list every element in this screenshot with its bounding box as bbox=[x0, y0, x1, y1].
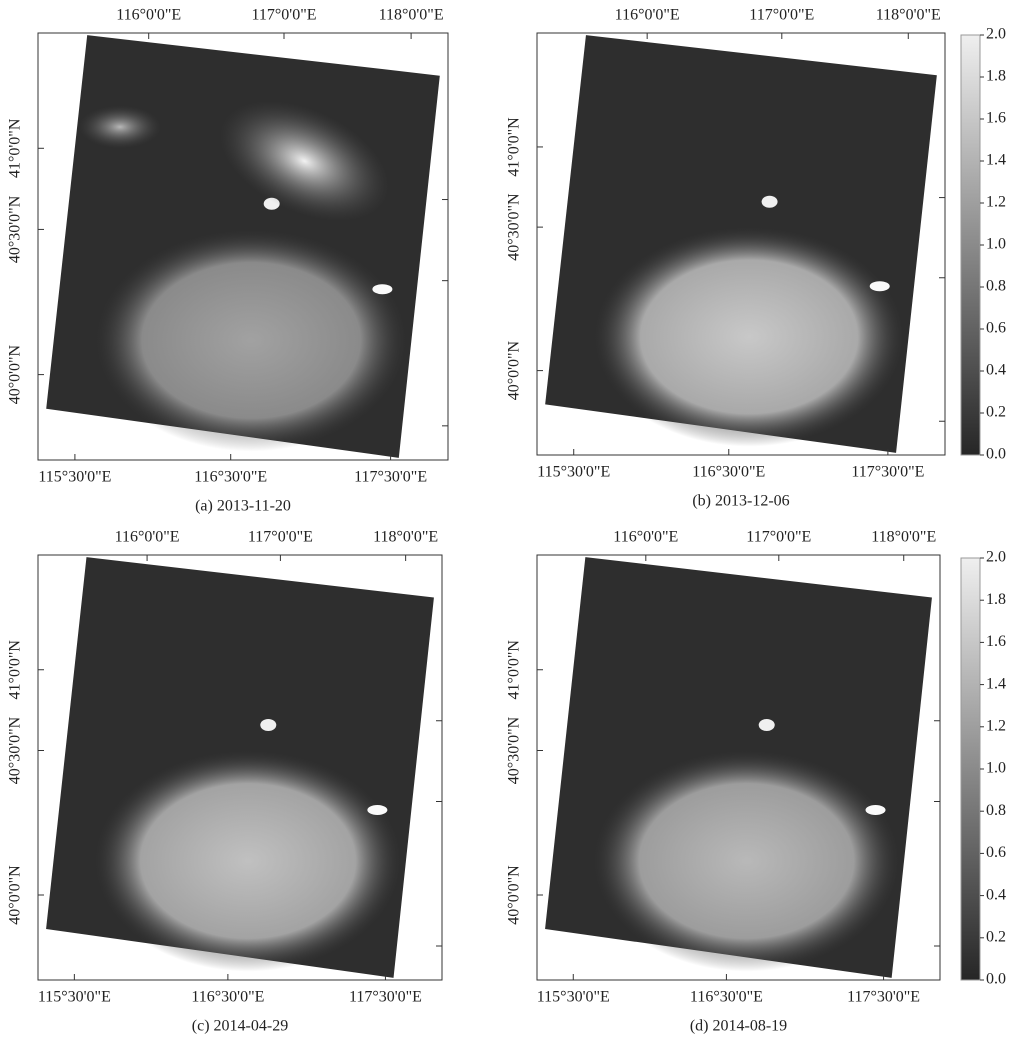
latitude-label: 41°0'0"N bbox=[506, 640, 523, 700]
colorbar-label: 2.0 bbox=[986, 549, 1006, 566]
colorbar-label: 2.0 bbox=[986, 26, 1006, 43]
longitude-label: 115°30'0"E bbox=[537, 989, 610, 1006]
cloud bbox=[79, 106, 161, 149]
latitude-label: 40°0'0"N bbox=[7, 344, 24, 404]
water-body bbox=[866, 805, 886, 815]
map-panel: 116°0'0"E 117°0'0"E 118°0'0"E 115°30'0"E 116… bbox=[7, 529, 442, 1035]
colorbar-label: 0.4 bbox=[986, 362, 1006, 379]
colorbar-label: 1.4 bbox=[986, 675, 1006, 692]
longitude-label: 117°30'0"E bbox=[847, 989, 920, 1006]
longitude-label: 116°0'0"E bbox=[613, 529, 678, 546]
latitude-label: 41°0'0"N bbox=[7, 640, 24, 700]
latitude-label: 41°0'0"N bbox=[7, 118, 24, 178]
water-body bbox=[762, 196, 778, 208]
longitude-label: 118°0'0"E bbox=[876, 7, 941, 24]
longitude-label: 116°0'0"E bbox=[116, 7, 181, 24]
panel-caption: (c) 2014-04-29 bbox=[192, 1018, 288, 1035]
longitude-label: 118°0'0"E bbox=[373, 529, 438, 546]
colorbar-label: 0.4 bbox=[986, 886, 1006, 903]
colorbar-label: 0.6 bbox=[986, 320, 1006, 337]
colorbar-label: 0.6 bbox=[986, 844, 1006, 861]
longitude-label: 117°30'0"E bbox=[354, 469, 427, 486]
water-body bbox=[870, 281, 890, 291]
water-body bbox=[367, 805, 387, 815]
colorbar-label: 0.8 bbox=[986, 278, 1006, 295]
longitude-label: 117°0'0"E bbox=[749, 7, 814, 24]
latitude-label: 41°0'0"N bbox=[506, 117, 523, 177]
latitude-label: 40°0'0"N bbox=[506, 865, 523, 925]
longitude-label: 117°0'0"E bbox=[746, 529, 811, 546]
map-panel: 116°0'0"E 117°0'0"E 118°0'0"E 115°30'0"E 116… bbox=[506, 7, 945, 510]
colorbar-label: 1.0 bbox=[986, 236, 1006, 253]
figure: 116°0'0"E 117°0'0"E 118°0'0"E 115°30'0"E 116… bbox=[0, 0, 1019, 1039]
colorbar-label: 0.2 bbox=[986, 928, 1006, 945]
panel-caption: (b) 2013-12-06 bbox=[692, 493, 789, 510]
water-body bbox=[372, 284, 392, 294]
longitude-label: 116°30'0"E bbox=[191, 989, 264, 1006]
longitude-label: 115°30'0"E bbox=[38, 469, 111, 486]
colorbar-label: 1.8 bbox=[986, 68, 1006, 85]
colorbar-label: 1.2 bbox=[986, 717, 1006, 734]
longitude-label: 116°30'0"E bbox=[194, 469, 267, 486]
longitude-label: 116°30'0"E bbox=[690, 989, 763, 1006]
colorbar-label: 1.2 bbox=[986, 194, 1006, 211]
panel-caption: (d) 2014-08-19 bbox=[690, 1018, 787, 1035]
water-body bbox=[759, 719, 775, 731]
colorbar-label: 1.8 bbox=[986, 591, 1006, 608]
colorbar-label: 0.2 bbox=[986, 404, 1006, 421]
latitude-label: 40°0'0"N bbox=[506, 340, 523, 400]
longitude-label: 117°0'0"E bbox=[248, 529, 313, 546]
latitude-label: 40°30'0"N bbox=[7, 195, 24, 263]
colorbar-label: 0.8 bbox=[986, 802, 1006, 819]
urban-area bbox=[594, 227, 904, 446]
colorbar-label: 1.4 bbox=[986, 152, 1006, 169]
longitude-label: 116°0'0"E bbox=[115, 529, 180, 546]
colorbar-label: 1.0 bbox=[986, 760, 1006, 777]
colorbar-label: 0.0 bbox=[986, 446, 1006, 463]
latitude-label: 40°30'0"N bbox=[506, 716, 523, 784]
longitude-label: 116°30'0"E bbox=[692, 464, 765, 481]
urban-area bbox=[95, 229, 407, 451]
colorbar-label: 1.6 bbox=[986, 110, 1006, 127]
latitude-label: 40°30'0"N bbox=[506, 193, 523, 261]
longitude-label: 118°0'0"E bbox=[871, 529, 936, 546]
colorbar-label: 0.0 bbox=[986, 971, 1006, 988]
colorbar bbox=[961, 35, 980, 455]
map-panel: 116°0'0"E 117°0'0"E 118°0'0"E 115°30'0"E 116… bbox=[7, 7, 448, 515]
urban-area bbox=[95, 751, 402, 972]
panel-caption: (a) 2013-11-20 bbox=[195, 498, 291, 515]
longitude-label: 117°30'0"E bbox=[851, 464, 924, 481]
longitude-label: 115°30'0"E bbox=[38, 989, 111, 1006]
map-panel: 116°0'0"E 117°0'0"E 118°0'0"E 115°30'0"E 116… bbox=[506, 529, 940, 1035]
latitude-label: 40°30'0"N bbox=[7, 716, 24, 784]
latitude-label: 40°0'0"N bbox=[7, 865, 24, 925]
longitude-label: 116°0'0"E bbox=[615, 7, 680, 24]
colorbar-label: 1.6 bbox=[986, 633, 1006, 650]
urban-area bbox=[593, 751, 899, 972]
longitude-label: 117°0'0"E bbox=[252, 7, 317, 24]
longitude-label: 117°30'0"E bbox=[349, 989, 422, 1006]
longitude-label: 115°30'0"E bbox=[537, 464, 610, 481]
longitude-label: 118°0'0"E bbox=[379, 7, 444, 24]
water-body bbox=[260, 719, 276, 731]
colorbar bbox=[961, 558, 980, 980]
